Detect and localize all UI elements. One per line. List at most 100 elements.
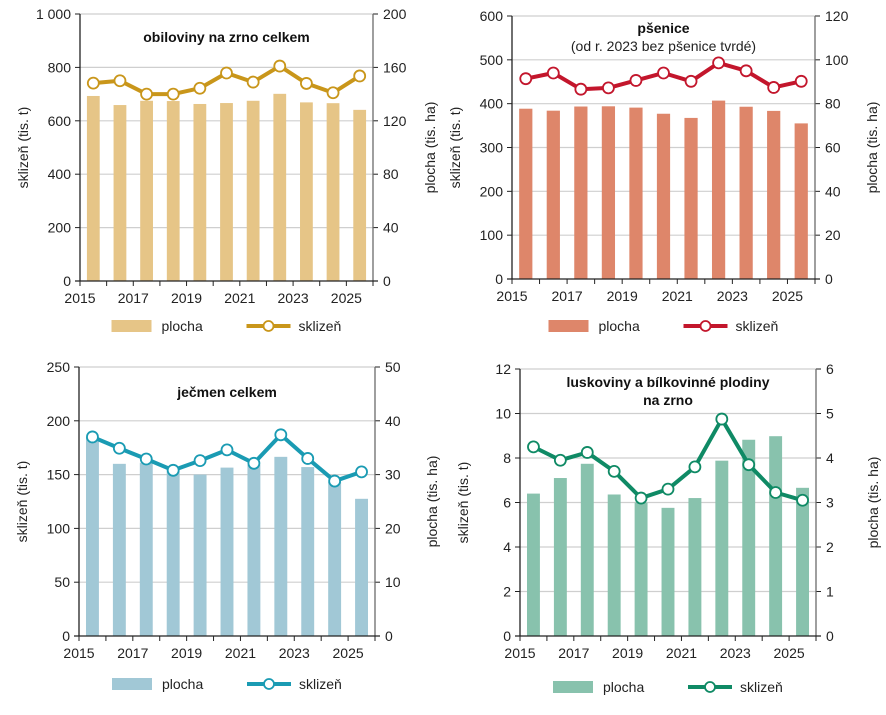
legend-label-line: sklizeň — [736, 318, 779, 334]
x-tick-label: 2021 — [224, 290, 255, 306]
bar-plocha-2022 — [715, 460, 729, 636]
point-sklizeň-2018 — [166, 87, 180, 101]
chart-psenice: 0 100 200 300 400 500 600 0 20 40 60 80 100 120 2015 20… — [447, 8, 880, 334]
point-sklizeň-2025 — [794, 74, 808, 88]
y-tick-label: 300 — [480, 140, 504, 156]
point-sklizeň-2019 — [629, 74, 643, 87]
bar-plocha-2021 — [688, 498, 702, 636]
bar-plocha-2018 — [166, 101, 180, 282]
x-tick-label: 2017 — [558, 645, 589, 661]
x-tick-label: 2019 — [171, 645, 202, 661]
y2-tick-label: 120 — [825, 8, 849, 24]
y2-axis-title: plocha (tis. ha) — [422, 102, 438, 194]
y2-tick-label: 6 — [826, 361, 834, 377]
y2-axis-title: plocha (tis. ha) — [865, 457, 881, 549]
bar-plocha-2022 — [274, 456, 288, 636]
bar-plocha-2020 — [661, 507, 675, 636]
y2-tick-label: 2 — [826, 539, 834, 555]
x-tick-label: 2019 — [612, 645, 643, 661]
point-sklizeň-2021 — [688, 460, 702, 474]
point-sklizeň-2025 — [355, 465, 368, 479]
bar-plocha-2020 — [220, 467, 234, 636]
point-sklizeň-2024 — [769, 486, 783, 499]
bar-plocha-2015 — [86, 95, 100, 282]
bar-plocha-2024 — [769, 436, 783, 636]
bar-plocha-2025 — [355, 498, 369, 636]
bar-plocha-2016 — [112, 463, 126, 636]
y2-tick-label: 20 — [385, 520, 401, 536]
x-tick-label: 2017 — [117, 645, 148, 661]
y-tick-label: 400 — [480, 96, 504, 112]
y-tick-label: 0 — [62, 628, 70, 644]
legend-label-line: sklizeň — [299, 676, 342, 692]
y2-tick-label: 0 — [826, 628, 834, 644]
point-sklizeň-2015 — [86, 430, 99, 444]
bar-plocha-2017 — [574, 106, 588, 279]
x-tick-label: 2023 — [278, 290, 309, 306]
legend-label-bar: plocha — [603, 679, 644, 695]
point-sklizeň-2020 — [220, 443, 234, 457]
point-sklizeň-2018 — [166, 463, 180, 477]
point-sklizeň-2018 — [602, 81, 615, 95]
legend-swatch-bar — [112, 678, 152, 690]
y-tick-label: 600 — [480, 8, 504, 24]
point-sklizeň-2025 — [796, 493, 809, 507]
y2-tick-label: 5 — [826, 406, 834, 422]
chart-title: pšenice — [637, 20, 689, 36]
y-tick-label: 100 — [480, 227, 504, 243]
bar-plocha-2025 — [353, 109, 367, 281]
chart-title: obiloviny na zrno celkem — [143, 29, 310, 45]
x-tick-label: 2023 — [279, 645, 310, 661]
y2-tick-label: 40 — [385, 413, 401, 429]
point-sklizeň-2015 — [527, 440, 540, 454]
point-sklizeň-2023 — [742, 458, 756, 472]
y-tick-label: 0 — [63, 273, 71, 289]
y-tick-label: 250 — [47, 359, 71, 375]
y2-tick-label: 4 — [826, 450, 834, 466]
point-sklizeň-2022 — [274, 428, 288, 442]
y-tick-label: 50 — [54, 574, 70, 590]
x-tick-label: 2023 — [720, 645, 751, 661]
y2-tick-label: 0 — [825, 271, 833, 287]
bar-plocha-2016 — [553, 478, 567, 636]
bar-plocha-2016 — [546, 110, 560, 280]
bar-plocha-2019 — [629, 107, 643, 279]
y2-tick-label: 100 — [825, 52, 849, 68]
legend-swatch-bar — [548, 320, 589, 332]
y-axis-title: sklizeň (tis. t) — [447, 107, 463, 189]
chart-jecmen: 0 50 100 150 200 250 0 10 20 30 40 50 2015 2017 2019 20… — [14, 359, 440, 692]
y-tick-label: 150 — [47, 467, 71, 483]
point-sklizeň-2017 — [574, 82, 588, 96]
x-tick-label: 2017 — [118, 290, 149, 306]
y2-tick-label: 120 — [383, 113, 407, 129]
y-tick-label: 400 — [48, 166, 72, 182]
legend-swatch-marker — [263, 678, 275, 690]
y-tick-label: 200 — [48, 220, 72, 236]
bar-plocha-2018 — [601, 106, 616, 280]
y-tick-label: 12 — [495, 361, 511, 377]
x-tick-label: 2015 — [63, 645, 94, 661]
bar-plocha-2019 — [634, 502, 648, 636]
point-sklizeň-2023 — [300, 77, 313, 90]
x-tick-label: 2025 — [774, 645, 805, 661]
point-sklizeň-2025 — [353, 69, 367, 83]
y2-tick-label: 60 — [825, 140, 841, 156]
point-sklizeň-2015 — [86, 76, 100, 90]
point-sklizeň-2023 — [301, 452, 315, 465]
y-tick-label: 1 000 — [36, 6, 71, 22]
bar-plocha-2023 — [739, 106, 753, 279]
bar-plocha-2015 — [85, 436, 99, 636]
bar-plocha-2015 — [519, 108, 533, 280]
point-sklizeň-2019 — [193, 454, 207, 468]
bar-plocha-2024 — [328, 482, 342, 636]
point-sklizeň-2019 — [634, 491, 648, 505]
bar-plocha-2017 — [580, 463, 594, 636]
y2-tick-label: 200 — [383, 6, 407, 22]
y2-axis-title: plocha (tis. ha) — [864, 102, 880, 194]
point-sklizeň-2021 — [684, 74, 698, 88]
bar-plocha-2025 — [794, 123, 808, 280]
bar-plocha-2015 — [526, 493, 540, 636]
y2-tick-label: 50 — [385, 359, 401, 375]
point-sklizeň-2023 — [739, 64, 753, 78]
y-tick-label: 0 — [495, 271, 503, 287]
